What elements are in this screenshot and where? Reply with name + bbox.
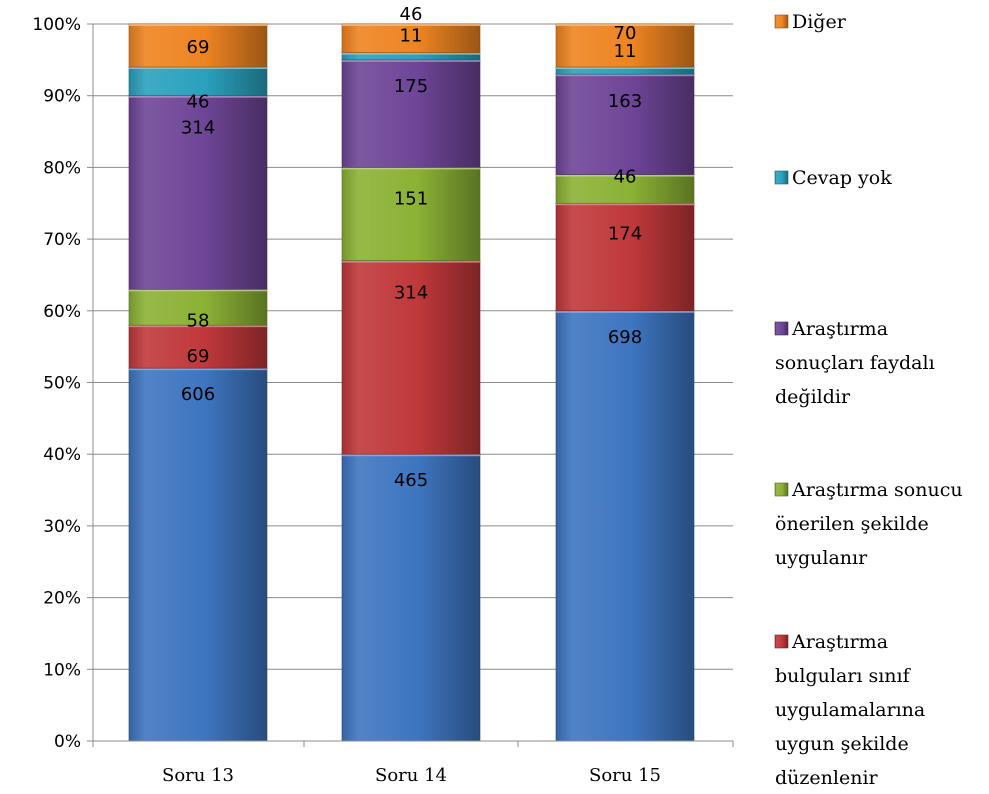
bar-segment-s2-2	[341, 260, 481, 455]
data-label-s1-3: 698	[608, 327, 642, 348]
legend-label-line: Araştırma sonucu	[791, 479, 963, 501]
legend-label-line: bulguları sınıf	[775, 665, 912, 687]
bar-segment-highlight	[129, 289, 267, 292]
legend-swatch	[774, 634, 789, 649]
bar-segment-s3-1	[128, 288, 268, 326]
legend-label-line: değildir	[775, 386, 851, 408]
y-tick-label: 0%	[54, 732, 81, 752]
bar-segment-s3-3	[555, 174, 695, 204]
data-label-s1-2: 465	[394, 470, 428, 491]
bar-segment-s3-2	[341, 167, 481, 261]
y-tick-label: 20%	[43, 589, 81, 609]
legend-item: Araştırma sonuçları faydalı değildir	[774, 318, 935, 408]
legend-label-line: Araştırma	[791, 318, 888, 340]
bar-segment-highlight	[129, 325, 267, 328]
data-label-s6-3: 70	[614, 23, 637, 44]
legend-label-line: sonuçları faydalı	[775, 352, 935, 374]
bar-segment-s4-3	[555, 73, 695, 175]
y-tick-label: 60%	[43, 302, 81, 322]
data-label-s5-2: 11	[400, 26, 423, 47]
bar-segment-s4-2	[341, 59, 481, 168]
bar-segment-highlight	[556, 24, 694, 26]
y-tick-label: 80%	[43, 158, 81, 178]
legend-swatch	[774, 482, 789, 497]
bar-segment-s1-3	[555, 310, 695, 742]
legend-swatch	[774, 14, 789, 29]
data-label-s5-3: 11	[614, 41, 637, 62]
bar-segment-highlight	[342, 24, 480, 26]
y-tick-label: 100%	[32, 15, 81, 35]
bar-segment-highlight	[556, 174, 694, 177]
bar-segment-highlight	[129, 95, 267, 98]
data-label-s2-3: 174	[608, 223, 642, 244]
bar-segment-s1-1	[128, 367, 268, 742]
data-label-s2-2: 314	[394, 283, 428, 304]
legend-item: Cevap yok	[774, 167, 892, 189]
bar-segment-s6-3	[555, 23, 695, 68]
data-label-s1-1: 606	[181, 384, 215, 405]
bar-segment-s6-2	[341, 23, 481, 53]
y-tick-label: 10%	[43, 660, 81, 680]
bar-segment-highlight	[129, 24, 267, 26]
y-tick-label: 30%	[43, 517, 81, 537]
legend-swatch	[774, 321, 789, 336]
data-label-s5-1: 46	[187, 92, 210, 113]
y-tick-label: 40%	[43, 445, 81, 465]
bar-segment-s2-1	[128, 324, 268, 369]
bar-segment-highlight	[342, 59, 480, 62]
bar-segment-highlight	[342, 167, 480, 170]
legend-label-line: uygulamalarına	[775, 699, 925, 721]
x-category-label: Soru 13	[162, 765, 234, 786]
data-labels: 6066958314466946531415117511466981744616…	[181, 4, 642, 491]
legend: Diğer Cevap yok Araştırma sonuçları faydalı…	[774, 11, 963, 789]
bar-segment-highlight	[342, 52, 480, 55]
bar-segment-s4-1	[128, 95, 268, 290]
bar-segment-highlight	[129, 368, 267, 371]
y-tick-label: 50%	[43, 374, 81, 394]
legend-item: Diğer	[774, 11, 847, 33]
x-category-label: Soru 14	[375, 765, 447, 786]
data-label-s3-2: 151	[394, 188, 428, 209]
y-tick-label: 90%	[43, 87, 81, 107]
x-category-label: Soru 15	[589, 765, 661, 786]
bar-segment-highlight	[556, 74, 694, 77]
bar-segment-highlight	[342, 454, 480, 457]
legend-label-line: Araştırma	[791, 631, 888, 653]
bar-segment-highlight	[129, 67, 267, 70]
data-label-s3-3: 46	[614, 167, 637, 188]
bar-segment-s2-3	[555, 202, 695, 312]
bar-segment-highlight	[556, 310, 694, 313]
legend-label-line: uygun şekilde	[775, 733, 909, 755]
data-label-s4-2: 175	[394, 76, 428, 97]
x-axis: Soru 13 Soru 14 Soru 15	[92, 740, 734, 786]
data-label-s4-1: 314	[181, 118, 215, 139]
bars	[128, 23, 695, 742]
legend-item: Araştırma bulguları sınıf uygulamalarına uy…	[774, 631, 925, 789]
legend-label-line: Diğer	[792, 11, 847, 33]
data-label-s2-1: 69	[187, 346, 210, 367]
legend-label-line: düzenlenir	[775, 767, 879, 789]
bar-segment-s5-1	[128, 66, 268, 96]
data-label-s6-1: 69	[187, 37, 210, 58]
legend-swatch	[774, 170, 789, 185]
y-axis: 0% 10% 20% 30% 40% 50% 60% 70% 80% 90% 100%	[32, 15, 94, 752]
bar-segment-highlight	[556, 203, 694, 206]
data-label-s6-2: 46	[400, 4, 423, 25]
data-label-s3-1: 58	[187, 310, 210, 331]
bar-segment-highlight	[342, 260, 480, 263]
legend-item: Araştırma sonucu önerilen şekilde uygulanı…	[774, 479, 963, 569]
data-label-s4-3: 163	[608, 91, 642, 112]
bar-segment-highlight	[556, 67, 694, 70]
y-tick-label: 70%	[43, 230, 81, 250]
bar-segment-s1-2	[341, 453, 481, 742]
bar-segment-s6-1	[128, 23, 268, 68]
legend-label-line: Cevap yok	[792, 167, 892, 189]
legend-label-line: uygulanır	[775, 547, 868, 569]
legend-label-line: önerilen şekilde	[775, 513, 929, 535]
